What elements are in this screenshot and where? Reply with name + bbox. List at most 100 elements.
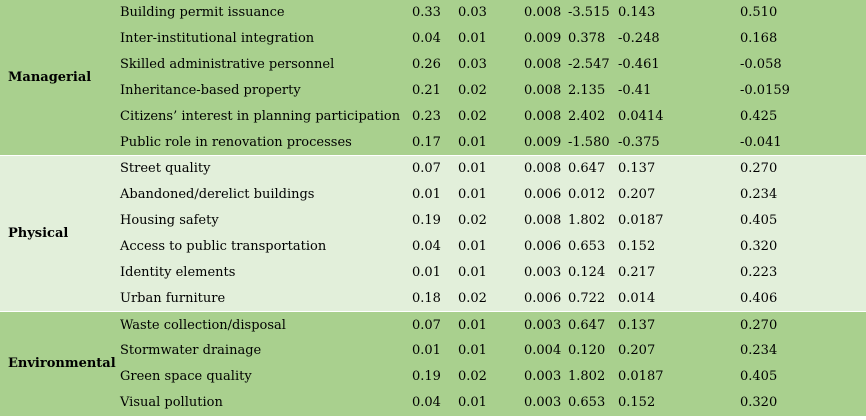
indicator-name: Stormwater drainage bbox=[116, 337, 412, 364]
value-cell-c4: 1.802 bbox=[568, 207, 618, 234]
indicator-name: Housing safety bbox=[116, 207, 412, 234]
value-cell-c3: 0.008 bbox=[524, 77, 568, 104]
value-cell-c6: -0.041 bbox=[740, 129, 866, 156]
indicator-name: Visual pollution bbox=[116, 389, 412, 416]
value-cell-c5: 0.014 bbox=[618, 285, 740, 312]
value-cell-c1: 0.01 bbox=[412, 259, 458, 286]
indicator-name: Skilled administrative personnel bbox=[116, 51, 412, 78]
value-cell-c3: 0.008 bbox=[524, 155, 568, 182]
value-cell-c6: 0.405 bbox=[740, 363, 866, 390]
value-cell-c3: 0.004 bbox=[524, 337, 568, 364]
value-cell-c5: -0.248 bbox=[618, 25, 740, 52]
value-cell-c2: 0.01 bbox=[458, 25, 524, 52]
value-cell-c5: 0.0187 bbox=[618, 207, 740, 234]
value-cell-c2: 0.01 bbox=[458, 233, 524, 260]
table-row: Citizens’ interest in planning participa… bbox=[0, 103, 866, 130]
value-cell-c4: 0.653 bbox=[568, 389, 618, 416]
value-cell-c6: 0.510 bbox=[740, 0, 866, 26]
indicator-name: Waste collection/disposal bbox=[116, 311, 412, 338]
value-cell-c1: 0.04 bbox=[412, 233, 458, 260]
value-cell-c3: 0.003 bbox=[524, 259, 568, 286]
indicator-name: Street quality bbox=[116, 155, 412, 182]
value-cell-c6: 0.425 bbox=[740, 103, 866, 130]
value-cell-c2: 0.02 bbox=[458, 207, 524, 234]
value-cell-c4: -3.515 bbox=[568, 0, 618, 26]
value-cell-c2: 0.02 bbox=[458, 363, 524, 390]
indicator-name: Building permit issuance bbox=[116, 0, 412, 26]
category-label: Managerial bbox=[0, 0, 116, 156]
value-cell-c4: 1.802 bbox=[568, 363, 618, 390]
value-cell-c4: 0.124 bbox=[568, 259, 618, 286]
value-cell-c2: 0.01 bbox=[458, 337, 524, 364]
value-cell-c5: 0.143 bbox=[618, 0, 740, 26]
value-cell-c6: 0.406 bbox=[740, 285, 866, 312]
value-cell-c2: 0.01 bbox=[458, 259, 524, 286]
value-cell-c6: -0.0159 bbox=[740, 77, 866, 104]
value-cell-c5: 0.207 bbox=[618, 181, 740, 208]
table-row: Abandoned/derelict buildings 0.01 0.01 0.00… bbox=[0, 181, 866, 208]
value-cell-c2: 0.02 bbox=[458, 77, 524, 104]
value-cell-c5: 0.152 bbox=[618, 233, 740, 260]
value-cell-c2: 0.01 bbox=[458, 129, 524, 156]
value-cell-c4: -1.580 bbox=[568, 129, 618, 156]
value-cell-c5: 0.0414 bbox=[618, 103, 740, 130]
value-cell-c1: 0.23 bbox=[412, 103, 458, 130]
value-cell-c6: 0.234 bbox=[740, 181, 866, 208]
value-cell-c4: 0.647 bbox=[568, 311, 618, 338]
value-cell-c1: 0.33 bbox=[412, 0, 458, 26]
table-row: Inheritance-based property 0.21 0.02 0.008 2… bbox=[0, 77, 866, 104]
indicator-name: Public role in renovation processes bbox=[116, 129, 412, 156]
category-label: Environmental bbox=[0, 311, 116, 416]
table-row: Identity elements 0.01 0.01 0.003 0.124 0.217… bbox=[0, 259, 866, 286]
indicator-name: Abandoned/derelict buildings bbox=[116, 181, 412, 208]
value-cell-c6: 0.405 bbox=[740, 207, 866, 234]
value-cell-c3: 0.009 bbox=[524, 25, 568, 52]
value-cell-c5: 0.137 bbox=[618, 155, 740, 182]
table-row: Environmental Waste collection/disposal 0.… bbox=[0, 311, 866, 416]
indicator-name: Inheritance-based property bbox=[116, 77, 412, 104]
value-cell-c4: 2.135 bbox=[568, 77, 618, 104]
value-cell-c3: 0.006 bbox=[524, 181, 568, 208]
indicator-name: Green space quality bbox=[116, 363, 412, 390]
value-cell-c5: 0.207 bbox=[618, 337, 740, 364]
value-cell-c3: 0.008 bbox=[524, 51, 568, 78]
value-cell-c4: 0.653 bbox=[568, 233, 618, 260]
value-cell-c6: 0.270 bbox=[740, 155, 866, 182]
value-cell-c2: 0.03 bbox=[458, 0, 524, 26]
indicator-name: Identity elements bbox=[116, 259, 412, 286]
table-row: Visual pollution 0.04 0.01 0.003 0.653 0.152 0… bbox=[0, 389, 866, 416]
indicator-name: Citizens’ interest in planning participa… bbox=[116, 103, 412, 130]
value-cell-c1: 0.19 bbox=[412, 363, 458, 390]
value-cell-c6: -0.058 bbox=[740, 51, 866, 78]
value-cell-c5: 0.137 bbox=[618, 311, 740, 338]
value-cell-c3: 0.006 bbox=[524, 285, 568, 312]
value-cell-c5: -0.461 bbox=[618, 51, 740, 78]
value-cell-c5: 0.0187 bbox=[618, 363, 740, 390]
indicator-name: Access to public transportation bbox=[116, 233, 412, 260]
value-cell-c3: 0.008 bbox=[524, 103, 568, 130]
value-cell-c2: 0.01 bbox=[458, 389, 524, 416]
value-cell-c1: 0.07 bbox=[412, 155, 458, 182]
value-cell-c4: -2.547 bbox=[568, 51, 618, 78]
table-row: Skilled administrative personnel 0.26 0.03… bbox=[0, 51, 866, 78]
table-row: Green space quality 0.19 0.02 0.003 1.802 0.0… bbox=[0, 363, 866, 390]
value-cell-c1: 0.04 bbox=[412, 389, 458, 416]
value-cell-c6: 0.223 bbox=[740, 259, 866, 286]
value-cell-c1: 0.18 bbox=[412, 285, 458, 312]
table-row: Public role in renovation processes 0.17 0… bbox=[0, 129, 866, 156]
value-cell-c2: 0.02 bbox=[458, 285, 524, 312]
value-cell-c1: 0.19 bbox=[412, 207, 458, 234]
value-cell-c4: 0.722 bbox=[568, 285, 618, 312]
indicator-name: Urban furniture bbox=[116, 285, 412, 312]
value-cell-c2: 0.01 bbox=[458, 181, 524, 208]
value-cell-c6: 0.168 bbox=[740, 25, 866, 52]
value-cell-c1: 0.04 bbox=[412, 25, 458, 52]
value-cell-c6: 0.234 bbox=[740, 337, 866, 364]
value-cell-c3: 0.006 bbox=[524, 233, 568, 260]
table-row: Housing safety 0.19 0.02 0.008 1.802 0.0187 0.… bbox=[0, 207, 866, 234]
value-cell-c5: 0.217 bbox=[618, 259, 740, 286]
category-label: Physical bbox=[0, 155, 116, 312]
indicator-name: Inter-institutional integration bbox=[116, 25, 412, 52]
value-cell-c6: 0.320 bbox=[740, 389, 866, 416]
